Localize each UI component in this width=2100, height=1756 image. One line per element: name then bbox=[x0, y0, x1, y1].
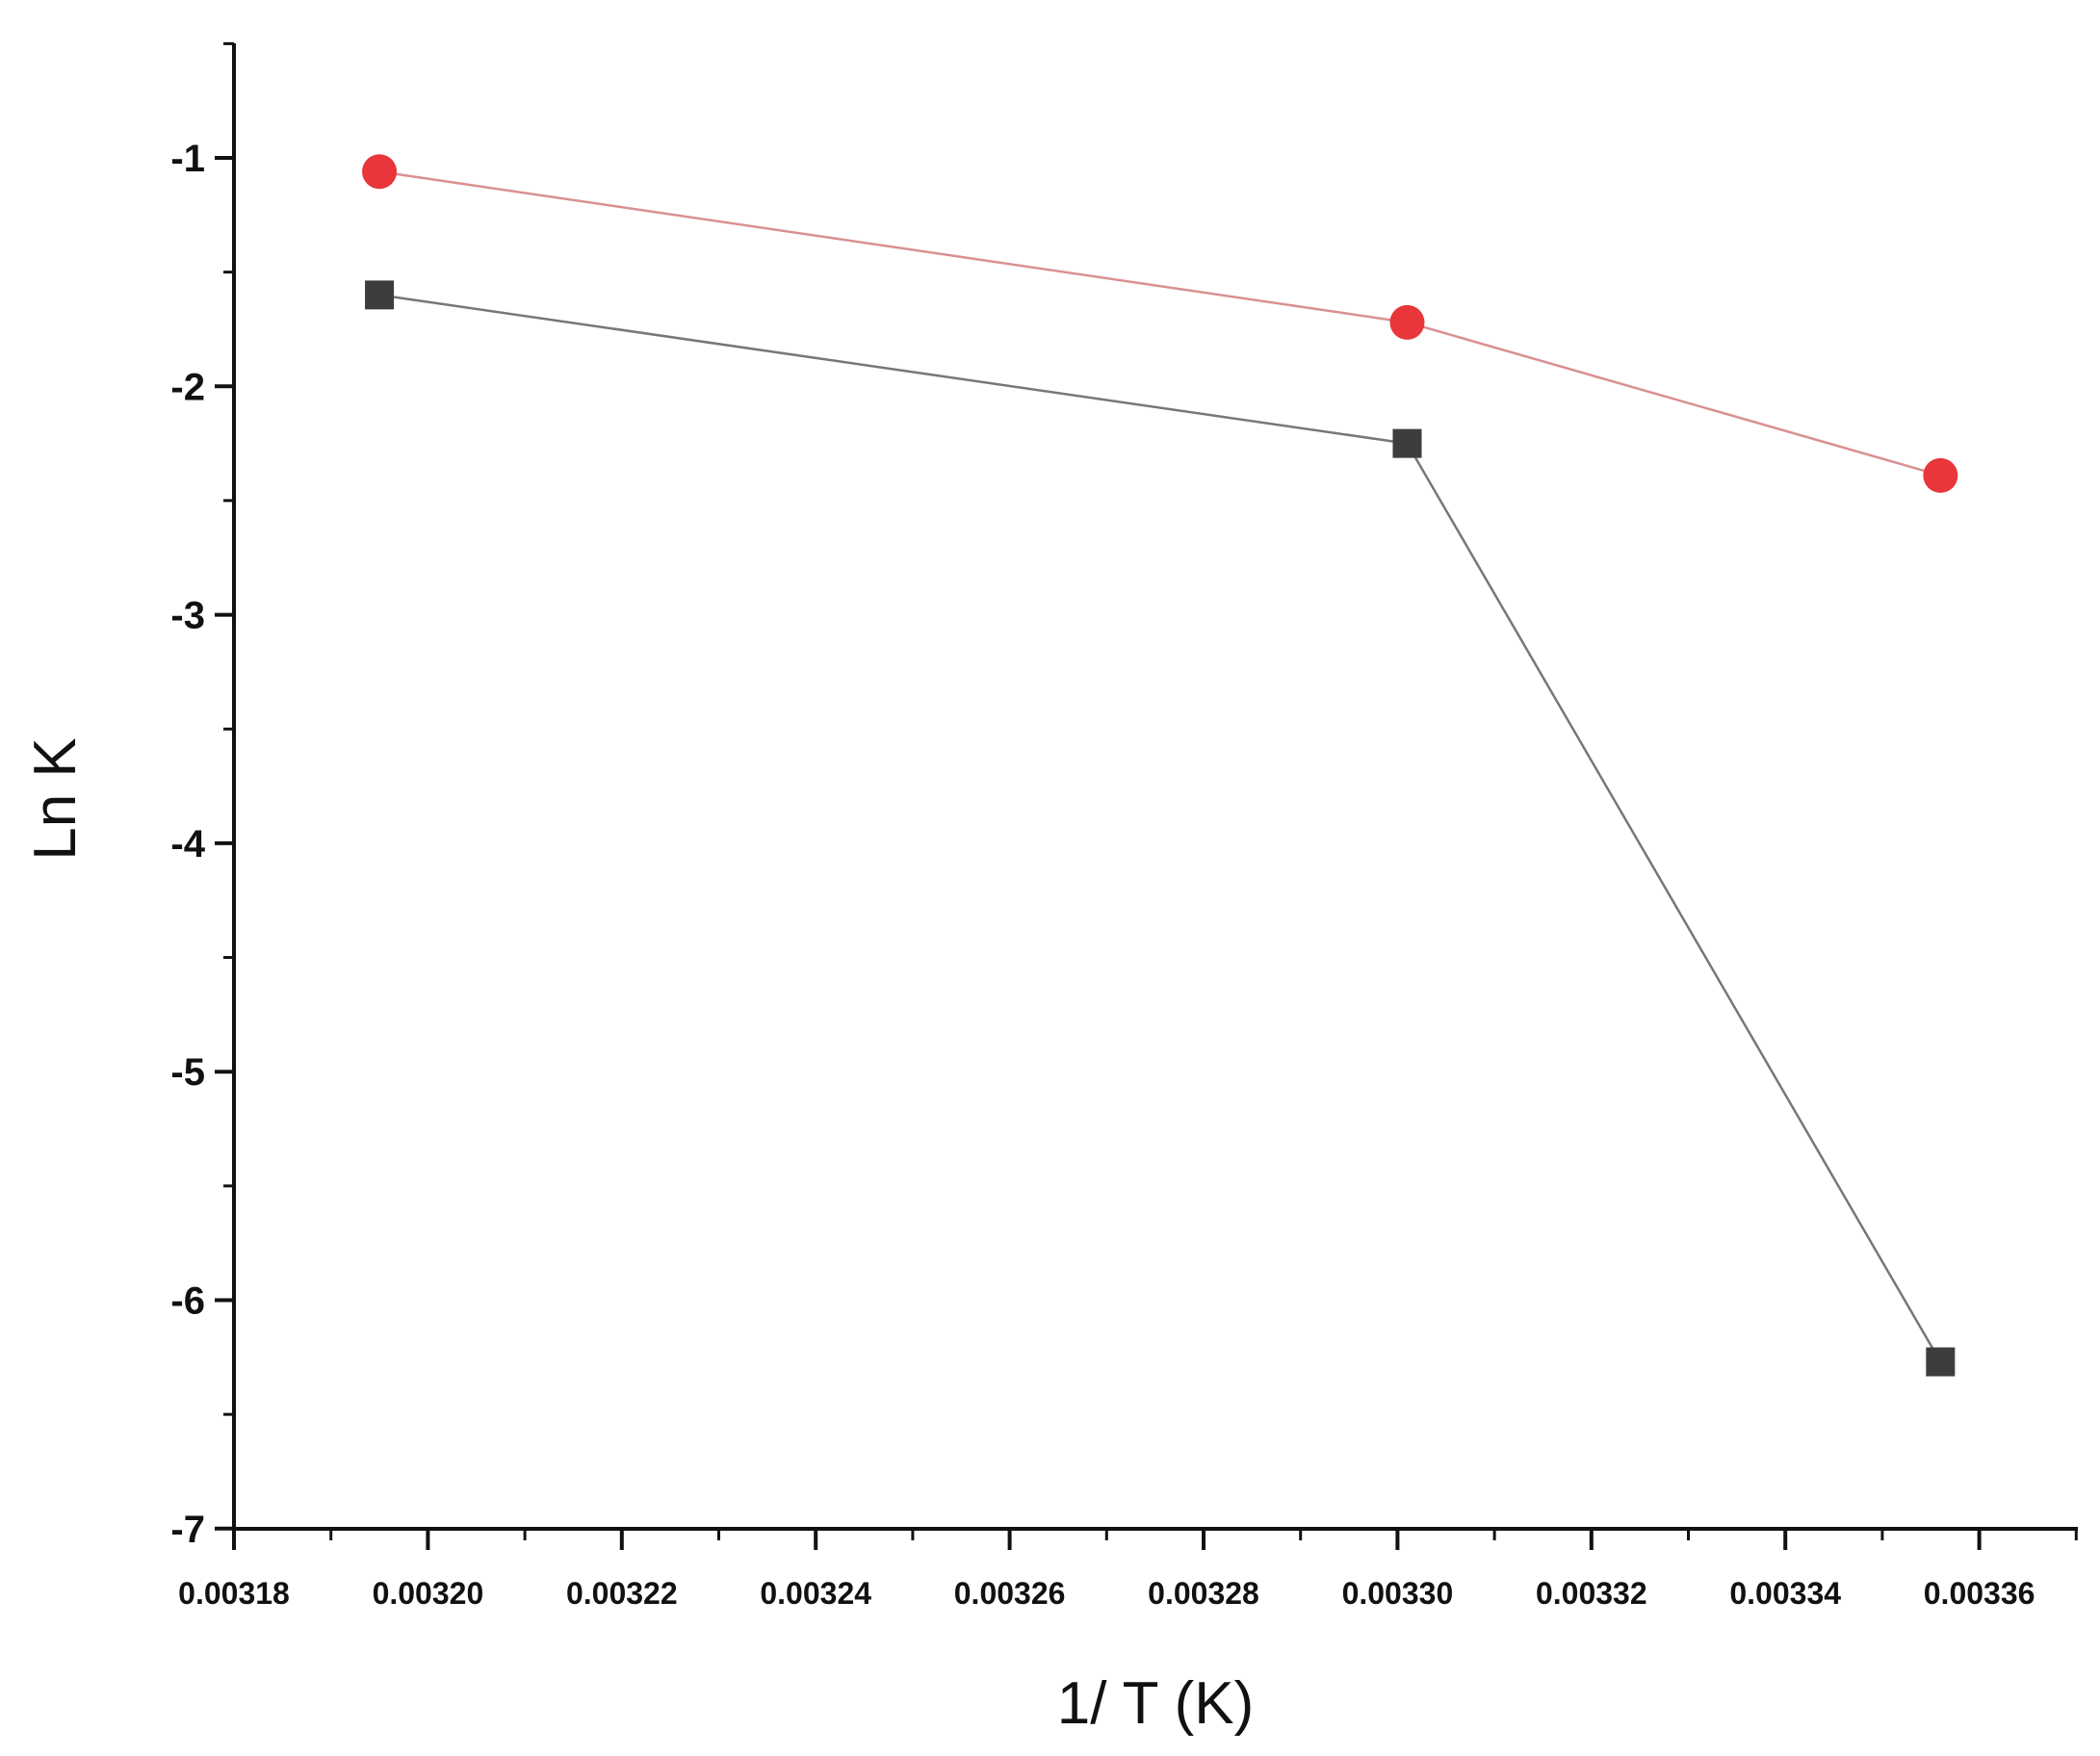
y-tick-label: -7 bbox=[170, 1509, 205, 1551]
x-axis-ticks: 0.00318 0.00320 0.00322 0.00324 0.00326 0.003… bbox=[178, 1529, 2078, 1611]
y-axis-label: Ln K bbox=[22, 737, 89, 861]
x-tick-label: 0.00322 bbox=[566, 1576, 678, 1611]
x-tick-label: 0.00336 bbox=[1924, 1576, 2035, 1611]
y-tick-label: -4 bbox=[170, 823, 205, 865]
series-layer bbox=[362, 154, 1958, 1377]
x-axis-label: 1/ T (K) bbox=[1057, 1670, 1254, 1737]
x-tick-label: 0.00328 bbox=[1148, 1576, 1259, 1611]
series-line bbox=[378, 294, 1942, 1363]
data-point-square bbox=[1392, 428, 1422, 458]
x-tick-label: 0.00318 bbox=[178, 1576, 290, 1611]
y-tick-label: -2 bbox=[170, 366, 205, 408]
series-circle bbox=[362, 154, 1958, 493]
data-point-circle bbox=[362, 154, 398, 190]
series-line bbox=[378, 170, 1941, 478]
x-tick-label: 0.00324 bbox=[760, 1576, 871, 1611]
data-point-circle bbox=[1923, 457, 1958, 493]
data-point-square bbox=[1926, 1347, 1956, 1377]
y-tick-label: -3 bbox=[170, 595, 205, 637]
x-tick-label: 0.00326 bbox=[954, 1576, 1066, 1611]
data-point-square bbox=[365, 280, 395, 310]
axes bbox=[232, 43, 2078, 1531]
x-tick-label: 0.00330 bbox=[1342, 1576, 1454, 1611]
y-tick-label: -5 bbox=[170, 1051, 205, 1094]
x-tick-label: 0.00332 bbox=[1536, 1576, 1647, 1611]
y-tick-label: -1 bbox=[170, 138, 205, 180]
y-tick-label: -6 bbox=[170, 1280, 205, 1323]
x-tick-label: 0.00320 bbox=[373, 1576, 484, 1611]
y-axis-ticks: -1 -2 -3 -4 -5 -6 -7 bbox=[170, 41, 234, 1551]
series-square bbox=[365, 280, 1956, 1377]
data-point-circle bbox=[1389, 304, 1425, 340]
x-tick-label: 0.00334 bbox=[1729, 1576, 1841, 1611]
